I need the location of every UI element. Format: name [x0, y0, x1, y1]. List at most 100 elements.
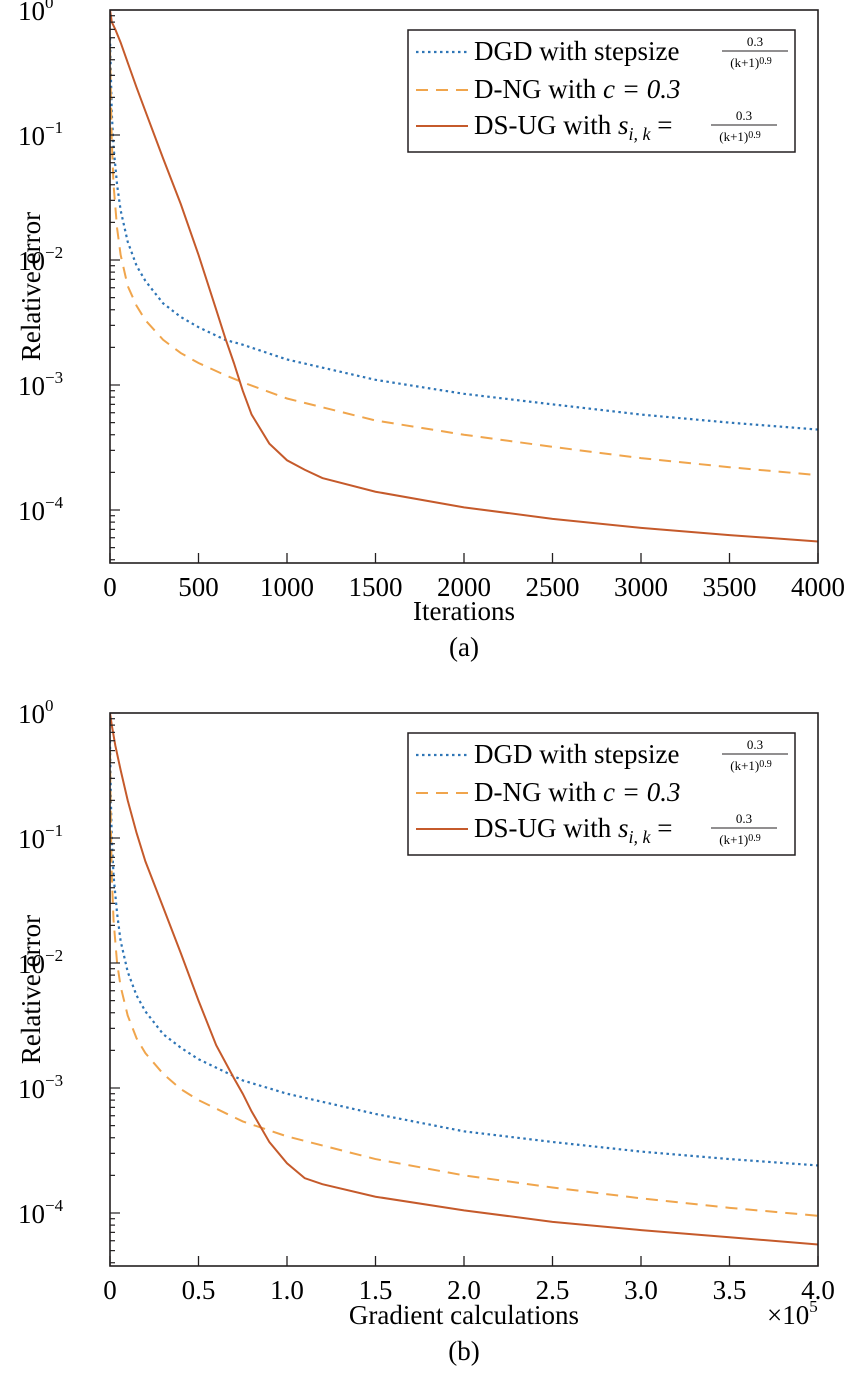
legend-label-text: D-NG with: [474, 777, 597, 807]
x-axis-title: Gradient calculations: [349, 1300, 579, 1330]
y-tick-exponent: 0: [45, 0, 54, 12]
x-axis-multiplier: ×105: [767, 1297, 818, 1330]
y-tick-label: 10−2: [18, 243, 63, 276]
legend-label-dgd: DGD with stepsize: [474, 739, 679, 769]
legend-label-dsug: DS-UG with si, k =: [474, 813, 673, 847]
x-tick-label: 3.5: [713, 1275, 747, 1305]
legend-label-text: DGD with stepsize: [474, 36, 679, 66]
x-tick-label: 4000: [791, 572, 845, 602]
y-tick-exponent: −3: [45, 1071, 63, 1090]
legend: DGD with stepsize 0.3(k+1)0.9D-NG with c …: [407, 29, 796, 153]
fraction-denominator-exponent: 0.9: [759, 759, 772, 770]
x-tick-label: 1000: [260, 572, 314, 602]
series-line-dsug: [110, 713, 818, 1246]
x-tick-label: 500: [178, 572, 219, 602]
x-tick-label: 2.0: [447, 1275, 481, 1305]
y-tick-base: 10: [18, 0, 45, 26]
fraction-denominator-base: (k+1): [719, 129, 748, 144]
legend-param: c = 0.3: [596, 74, 680, 104]
y-tick-exponent: −4: [45, 493, 64, 512]
x-multiplier-exponent: 5: [809, 1297, 818, 1316]
fraction-denominator: (k+1)0.9: [719, 832, 761, 847]
fraction-denominator-exponent: 0.9: [759, 56, 772, 67]
legend-box: [407, 29, 796, 153]
fraction-numerator: 0.3: [736, 811, 752, 826]
fraction-denominator-exponent: 0.9: [748, 833, 761, 844]
legend-box: [407, 732, 796, 856]
x-tick-label: 4.0: [801, 1275, 835, 1305]
chart-panel-b: 0 0.5 1.0 1.5 2.0 2.5 3.0 3.5 4.010010−110−210−3…: [16, 696, 835, 1366]
x-axis-title: Iterations: [413, 596, 515, 626]
legend-subscript: i, k: [629, 827, 652, 847]
series-line-dgd: [110, 37, 818, 431]
fraction-numerator: 0.3: [736, 108, 752, 123]
panel-label: (a): [449, 632, 479, 662]
legend-label-dgd: DGD with stepsize: [474, 36, 679, 66]
fraction-denominator: (k+1)0.9: [719, 129, 761, 144]
legend-label-dng: D-NG with c = 0.3: [474, 777, 680, 807]
panel-label: (b): [448, 1336, 479, 1366]
legend-param: s: [611, 813, 628, 843]
y-tick-exponent: −2: [45, 243, 63, 262]
y-axis-title: Relative error: [16, 212, 46, 361]
y-tick-label: 10−1: [18, 821, 63, 854]
y-tick-base: 10: [18, 824, 45, 854]
y-axis-title: Relative error: [16, 915, 46, 1064]
series-line-dng: [110, 750, 818, 1217]
x-tick-label: 3000: [614, 572, 668, 602]
x-tick-label: 2000: [437, 572, 491, 602]
y-tick-base: 10: [18, 371, 45, 401]
y-tick-label: 10−4: [18, 493, 64, 526]
x-tick-label: 2500: [526, 572, 580, 602]
x-tick-label: 0: [103, 572, 117, 602]
series-line-dsug: [110, 10, 818, 543]
legend: DGD with stepsize 0.3(k+1)0.9D-NG with c …: [407, 732, 796, 856]
fraction-denominator-base: (k+1): [719, 832, 748, 847]
y-tick-exponent: −3: [45, 368, 63, 387]
legend-label-text: DS-UG with: [474, 110, 612, 140]
y-tick-label: 10−4: [18, 1196, 64, 1229]
y-tick-base: 10: [18, 949, 45, 979]
y-tick-base: 10: [18, 121, 45, 151]
x-tick-label: 3.0: [624, 1275, 658, 1305]
y-tick-exponent: −1: [45, 118, 63, 137]
legend-label-text: DS-UG with: [474, 813, 612, 843]
chart-panel-a: 0 500 1000 1500 2000 2500 3000 3500 400010010−11…: [16, 0, 845, 662]
fraction-denominator-base: (k+1): [730, 758, 759, 773]
y-tick-label: 10−3: [18, 1071, 63, 1104]
legend-label-text: D-NG with: [474, 74, 597, 104]
fraction-denominator: (k+1)0.9: [730, 758, 772, 773]
legend-label-dng: D-NG with c = 0.3: [474, 74, 680, 104]
fraction-numerator: 0.3: [747, 737, 763, 752]
x-tick-label: 0.5: [182, 1275, 216, 1305]
y-tick-exponent: −4: [45, 1196, 64, 1215]
legend-param: c = 0.3: [596, 777, 680, 807]
x-tick-label: 1.5: [359, 1275, 393, 1305]
x-multiplier-base: ×10: [767, 1300, 809, 1330]
legend-label-dsug: DS-UG with si, k =: [474, 110, 673, 144]
x-tick-label: 3500: [703, 572, 757, 602]
legend-equals: =: [651, 110, 673, 140]
y-tick-base: 10: [18, 1074, 45, 1104]
y-tick-exponent: 0: [45, 696, 54, 715]
y-tick-label: 10−3: [18, 368, 63, 401]
fraction-denominator: (k+1)0.9: [730, 55, 772, 70]
fraction-denominator-exponent: 0.9: [748, 130, 761, 141]
x-tick-label: 1.0: [270, 1275, 304, 1305]
series-line-dng: [110, 47, 818, 477]
legend-subscript: i, k: [629, 124, 652, 144]
y-tick-base: 10: [18, 496, 45, 526]
x-tick-label: 2.5: [536, 1275, 570, 1305]
x-tick-label: 0: [103, 1275, 117, 1305]
fraction-denominator-base: (k+1): [730, 55, 759, 70]
legend-equals: =: [651, 813, 673, 843]
y-tick-exponent: −2: [45, 946, 63, 965]
legend-label-text: DGD with stepsize: [474, 739, 679, 769]
y-tick-label: 10−1: [18, 118, 63, 151]
y-tick-label: 10−2: [18, 946, 63, 979]
x-tick-label: 1500: [349, 572, 403, 602]
y-tick-exponent: −1: [45, 821, 63, 840]
fraction-numerator: 0.3: [747, 34, 763, 49]
legend-param: s: [611, 110, 628, 140]
